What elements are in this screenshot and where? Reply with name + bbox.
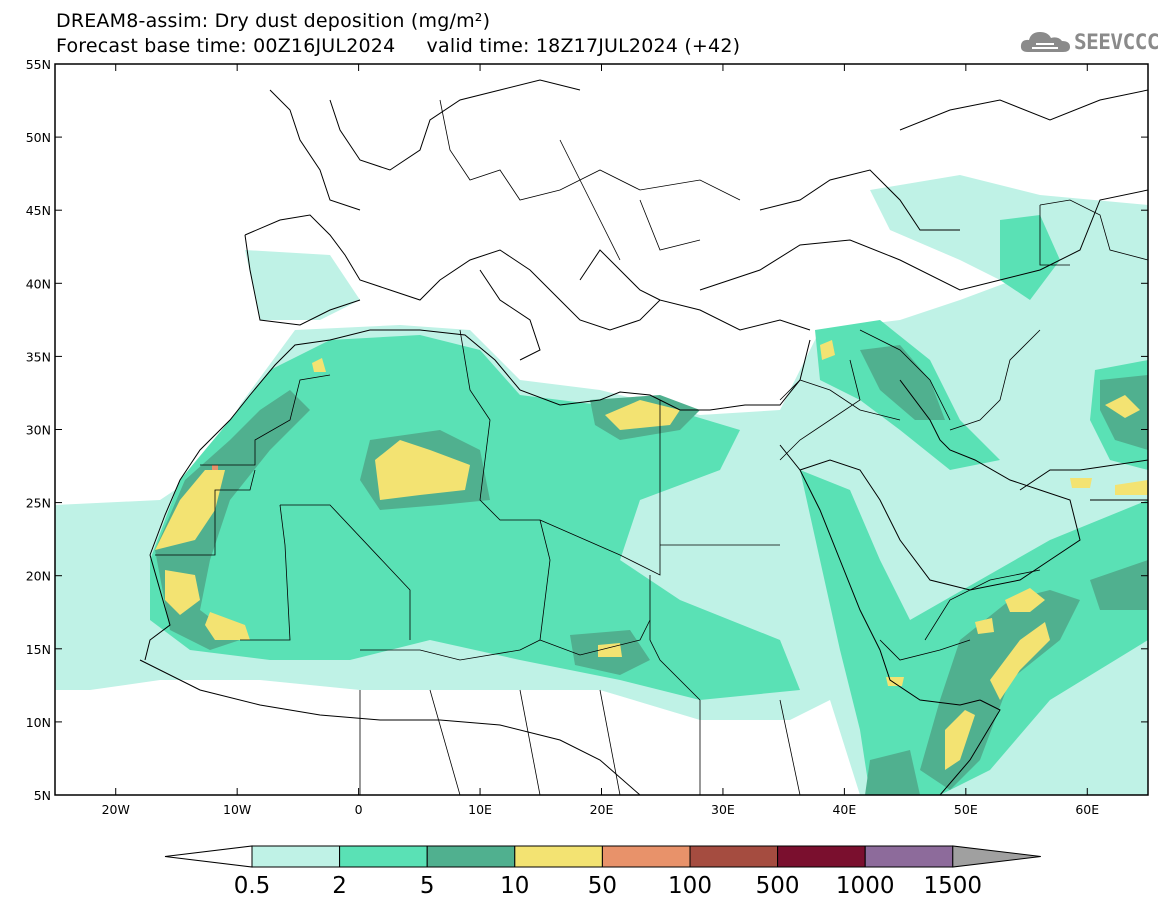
- dust-layer-darkgreen: [865, 750, 920, 795]
- lon-label: 30E: [711, 802, 735, 817]
- dust-layer-yellow: [990, 622, 1050, 700]
- lon-label: 10W: [223, 802, 251, 817]
- legend-label: 500: [756, 873, 800, 899]
- map-subtitle: Forecast base time: 00Z16JUL2024 valid t…: [56, 35, 741, 57]
- legend-swatch: [601, 845, 691, 868]
- dust-layer-light: [245, 250, 360, 320]
- latitude-axis: 55N 50N 45N 40N 35N 30N 25N 20N 15N 10N 5N: [26, 57, 1148, 803]
- legend-over-arrow: [952, 845, 1041, 868]
- dust-layer-yellow: [886, 677, 904, 686]
- legend-swatch: [864, 845, 954, 868]
- legend-label: 10: [500, 873, 529, 899]
- seevccc-logo: SEEVCCC: [1018, 26, 1160, 58]
- map-title: DREAM8-assim: Dry dust deposition (mg/m²…: [56, 10, 491, 32]
- lat-label: 10N: [26, 715, 51, 730]
- longitude-axis: 20W 10W 0 10E 20E 30E 40E 50E 60E: [102, 64, 1099, 817]
- dust-layer-yellow: [1070, 478, 1092, 488]
- dust-layer-yellow: [312, 358, 326, 372]
- legend-swatch: [777, 845, 866, 868]
- legend-swatch: [251, 845, 341, 868]
- dust-layer-yellow: [598, 643, 622, 657]
- lon-label: 50E: [954, 802, 978, 817]
- legend-label: 100: [668, 873, 712, 899]
- dust-layer-yellow: [155, 470, 225, 550]
- lon-label: 20W: [102, 802, 130, 817]
- logo-text: SEEVCCC: [1074, 30, 1160, 54]
- dust-layer-yellow: [975, 618, 994, 634]
- dust-layer-yellow: [945, 710, 975, 770]
- legend-label: 0.5: [234, 873, 271, 899]
- lat-label: 50N: [26, 130, 51, 145]
- lat-label: 15N: [26, 642, 51, 657]
- legend-swatch: [689, 845, 779, 868]
- lat-label: 40N: [26, 276, 51, 291]
- dust-layer-darkgreen: [1090, 560, 1148, 610]
- lat-label: 35N: [26, 349, 51, 364]
- dust-layer-yellow: [605, 400, 680, 430]
- lon-label: 20E: [590, 802, 614, 817]
- legend-label: 5: [420, 873, 435, 899]
- dust-layer-yellow: [375, 440, 470, 500]
- dust-layer-yellow: [165, 570, 200, 615]
- legend-under-arrow: [164, 845, 253, 868]
- lon-label: 10E: [468, 802, 492, 817]
- dust-layer-yellow: [820, 340, 835, 360]
- dust-layer-green: [1000, 215, 1060, 300]
- coastlines: [139, 79, 1148, 795]
- dust-field: [55, 175, 1148, 795]
- dust-layer-yellow: [205, 612, 250, 640]
- dust-layer-orange: [212, 465, 218, 470]
- legend-swatch: [339, 845, 428, 868]
- lat-label: 45N: [26, 203, 51, 218]
- country-borders: [155, 99, 1148, 795]
- lat-label: 20N: [26, 569, 51, 584]
- lat-label: 5N: [34, 788, 51, 803]
- legend-label: 1500: [924, 873, 983, 899]
- legend-swatch: [426, 845, 516, 868]
- lat-label: 30N: [26, 423, 51, 438]
- lat-label: 55N: [26, 57, 51, 72]
- lon-label: 60E: [1075, 802, 1099, 817]
- lon-label: 40E: [832, 802, 856, 817]
- legend-swatch: [514, 845, 603, 868]
- dust-layer-yellow: [1005, 588, 1045, 612]
- lat-label: 25N: [26, 496, 51, 511]
- dust-layer-yellow: [1105, 395, 1140, 418]
- cloud-icon: [1020, 32, 1070, 52]
- dust-layer-yellow: [1115, 480, 1148, 495]
- legend-label: 2: [332, 873, 347, 899]
- legend-label: 50: [588, 873, 617, 899]
- lon-label: 0: [355, 802, 363, 817]
- legend-label: 1000: [836, 873, 895, 899]
